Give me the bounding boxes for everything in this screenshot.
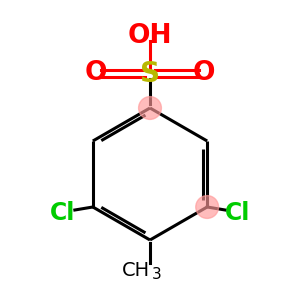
Circle shape <box>139 97 161 119</box>
Text: 3: 3 <box>152 267 161 282</box>
Text: Cl: Cl <box>224 201 250 225</box>
Text: Cl: Cl <box>50 201 76 225</box>
Circle shape <box>196 196 219 218</box>
Text: S: S <box>140 59 160 88</box>
Text: O: O <box>85 61 107 86</box>
Text: O: O <box>193 61 215 86</box>
Text: OH: OH <box>128 23 172 49</box>
Text: CH: CH <box>122 260 150 280</box>
